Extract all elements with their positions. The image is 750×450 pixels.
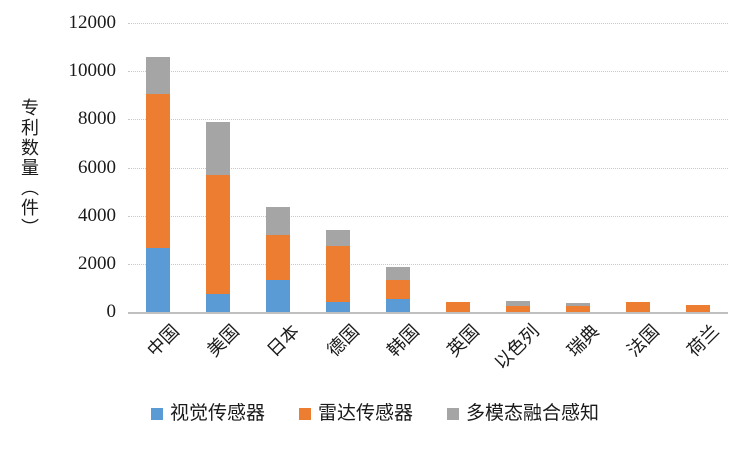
y-tick-label: 12000	[68, 12, 117, 33]
bar-segment	[566, 306, 590, 312]
bar-segment	[206, 121, 230, 175]
bar-英国	[446, 301, 470, 312]
legend-swatch-icon	[447, 408, 459, 420]
y-tick-label: 8000	[78, 108, 116, 130]
legend-label: 视觉传感器	[169, 403, 265, 424]
legend-swatch-icon	[150, 408, 163, 420]
bar-segment	[206, 174, 230, 294]
y-tick-label: 4000	[78, 204, 116, 226]
bar-segment	[386, 279, 410, 299]
bar-segment	[326, 245, 350, 302]
y-axis-title: 专利数量（件）	[19, 97, 39, 238]
bar-segment	[506, 305, 530, 312]
gridline	[128, 263, 728, 265]
legend-item: 雷达传感器	[298, 403, 413, 425]
bar-segment	[146, 56, 170, 95]
gridline	[128, 167, 728, 169]
bar-法国	[626, 302, 650, 312]
bar-segment	[266, 234, 290, 280]
bar-segment	[326, 230, 350, 246]
legend-item: 多模态融合感知	[447, 403, 599, 425]
bar-segment	[146, 94, 170, 249]
bar-segment	[446, 301, 470, 312]
legend-label: 多模态融合感知	[466, 403, 600, 424]
bar-segment	[326, 301, 350, 312]
bar-segment	[266, 279, 290, 312]
bar-中国	[146, 56, 170, 312]
bar-美国	[206, 121, 230, 312]
bar-segment	[566, 303, 590, 307]
bar-瑞典	[566, 303, 590, 312]
y-tick-label: 10000	[68, 60, 117, 82]
legend-label: 雷达传感器	[317, 403, 413, 424]
gridline	[128, 71, 728, 73]
bar-segment	[686, 305, 710, 312]
y-tick-label: 6000	[78, 156, 116, 178]
bar-segment	[266, 207, 290, 235]
plot-area	[128, 23, 728, 314]
gridline	[128, 119, 728, 121]
bar-荷兰	[686, 305, 710, 312]
bar-segment	[626, 302, 650, 312]
bar-韩国	[386, 267, 410, 312]
bar-segment	[386, 298, 410, 312]
legend: 视觉传感器 雷达传感器 多模态融合感知	[0, 403, 750, 425]
y-tick-label: 2000	[78, 252, 116, 274]
bar-德国	[326, 230, 350, 312]
bar-segment	[206, 293, 230, 312]
x-axis-line	[128, 312, 728, 314]
bar-segment	[506, 301, 530, 306]
bar-segment	[386, 267, 410, 280]
gridline	[128, 23, 728, 24]
legend-swatch-icon	[298, 408, 311, 420]
legend-item: 视觉传感器	[150, 403, 265, 425]
y-tick-label: 0	[106, 301, 117, 322]
bar-日本	[266, 207, 290, 312]
gridline	[128, 215, 728, 217]
bar-以色列	[506, 301, 530, 312]
bar-segment	[146, 248, 170, 312]
